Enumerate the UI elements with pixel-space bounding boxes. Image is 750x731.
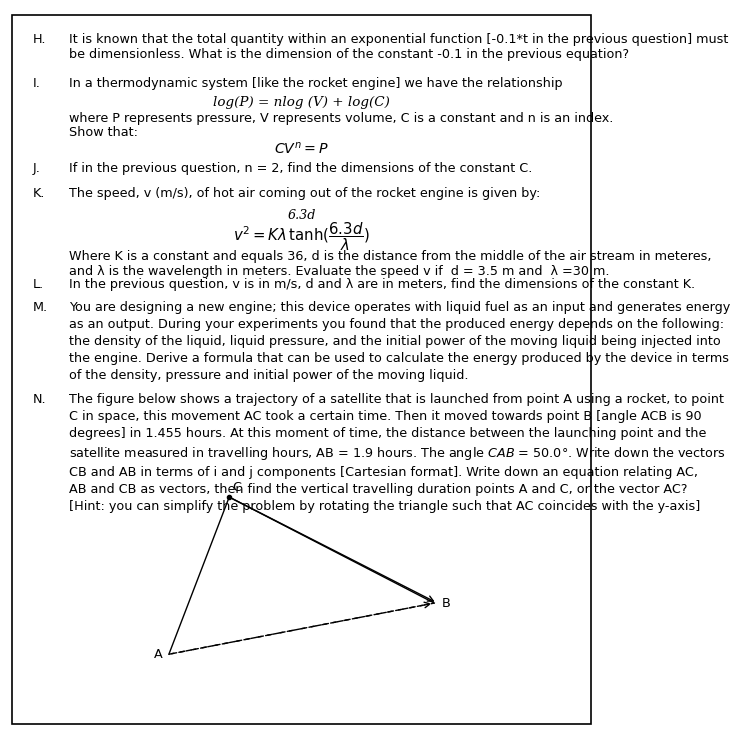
Text: C: C [232, 481, 242, 494]
Text: log(P) = nlog (V) + log(C): log(P) = nlog (V) + log(C) [213, 96, 390, 110]
Text: B: B [442, 596, 450, 610]
Text: You are designing a new engine; this device operates with liquid fuel as an inpu: You are designing a new engine; this dev… [69, 301, 730, 382]
Text: In the previous question, v is in m/s, d and λ are in meters, find the dimension: In the previous question, v is in m/s, d… [69, 278, 695, 291]
Text: A: A [154, 648, 163, 661]
Text: K.: K. [33, 187, 46, 200]
FancyBboxPatch shape [12, 15, 591, 724]
Text: L.: L. [33, 278, 44, 291]
Text: $CV^n = P$: $CV^n = P$ [274, 140, 329, 156]
Text: 6.3d: 6.3d [287, 209, 316, 222]
Text: Show that:: Show that: [69, 126, 138, 139]
Text: H.: H. [33, 33, 46, 46]
Text: In a thermodynamic system [like the rocket engine] we have the relationship: In a thermodynamic system [like the rock… [69, 77, 563, 90]
Text: J.: J. [33, 162, 41, 175]
Text: Where K is a constant and equals 36, d is the distance from the middle of the ai: Where K is a constant and equals 36, d i… [69, 250, 712, 278]
Text: The speed, v (m/s), of hot air coming out of the rocket engine is given by:: The speed, v (m/s), of hot air coming ou… [69, 187, 541, 200]
Text: where P represents pressure, V represents volume, C is a constant and n is an in: where P represents pressure, V represent… [69, 112, 614, 125]
Text: M.: M. [33, 301, 48, 314]
Text: It is known that the total quantity within an exponential function [-0.1*t in th: It is known that the total quantity with… [69, 33, 729, 61]
Text: The figure below shows a trajectory of a satellite that is launched from point A: The figure below shows a trajectory of a… [69, 393, 726, 513]
Text: $v^2 = K\lambda\,\tanh(\dfrac{6.3d}{\lambda})$: $v^2 = K\lambda\,\tanh(\dfrac{6.3d}{\lam… [233, 221, 370, 254]
Text: I.: I. [33, 77, 41, 90]
Text: N.: N. [33, 393, 46, 406]
Text: If in the previous question, n = 2, find the dimensions of the constant C.: If in the previous question, n = 2, find… [69, 162, 532, 175]
